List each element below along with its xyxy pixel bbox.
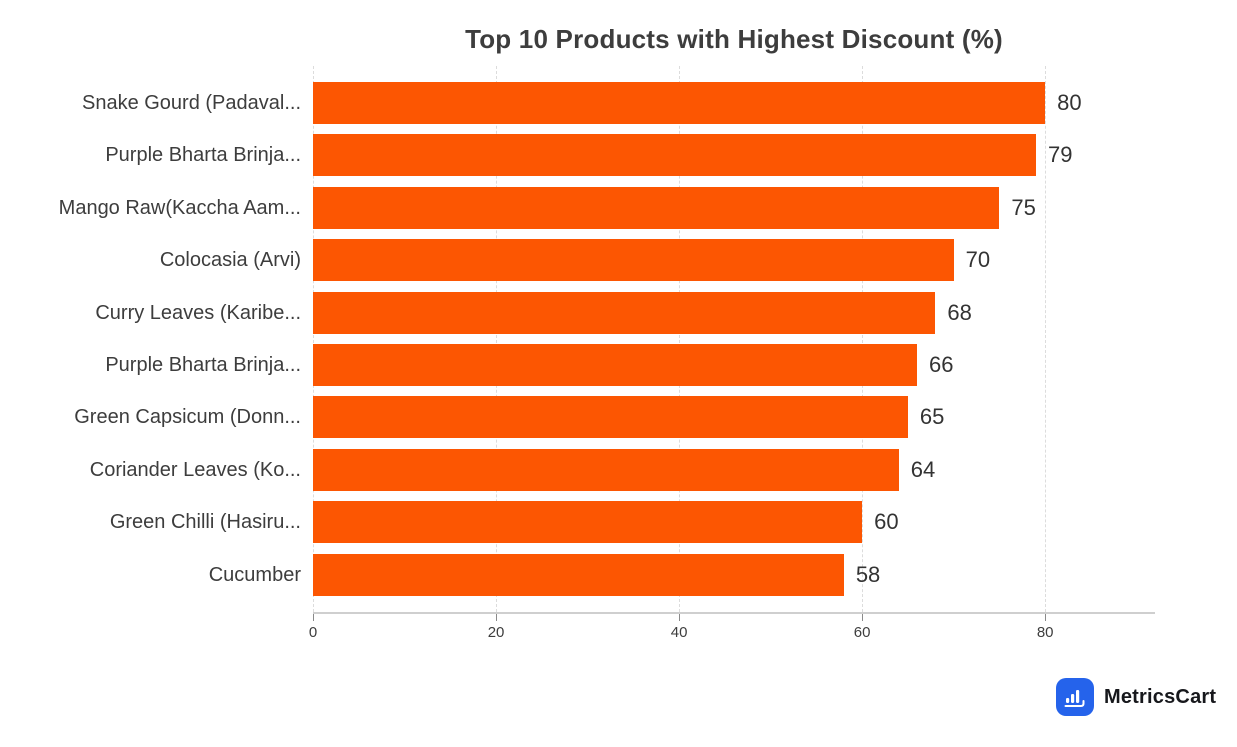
- category-label: Green Chilli (Hasiru...: [109, 511, 301, 534]
- bar: [313, 553, 844, 596]
- bar-value-label: 80: [1057, 90, 1082, 115]
- bar: [313, 448, 899, 491]
- category-label: Colocasia (Arvi): [159, 249, 301, 272]
- x-tick: [313, 614, 314, 621]
- x-tick-label: 80: [1036, 624, 1054, 641]
- bar: [313, 134, 1037, 177]
- gridline: [862, 66, 864, 612]
- category-label: Snake Gourd (Padaval...: [81, 92, 301, 114]
- bar: [313, 239, 954, 282]
- brand-logo: MetricsCart: [1056, 678, 1216, 716]
- chart-title: Top 10 Products with Highest Discount (%…: [465, 24, 1003, 54]
- bar-value-label: 66: [929, 352, 954, 377]
- category-label: Curry Leaves (Karibe...: [95, 301, 301, 324]
- brand-name: MetricsCart: [1104, 685, 1217, 708]
- bar-value-label: 64: [910, 456, 936, 482]
- category-label: Purple Bharta Brinja...: [105, 144, 301, 167]
- x-tick: [862, 614, 864, 621]
- bar-value-label: 68: [947, 299, 972, 325]
- x-axis-line: [313, 612, 1155, 614]
- bar-chart-icon: [1056, 678, 1094, 716]
- bar-value-label: 58: [855, 561, 881, 587]
- x-tick: [679, 614, 681, 621]
- gridline: [496, 66, 498, 612]
- bar-value-label: 79: [1048, 142, 1073, 168]
- plot-area: 80 79 75 70 68 66 65 64 60 58: [313, 66, 1155, 612]
- x-tick-label: 20: [487, 624, 505, 641]
- category-label: Mango Raw(Kaccha Aam...: [58, 196, 301, 219]
- category-label: Coriander Leaves (Ko...: [89, 458, 301, 481]
- x-tick: [496, 614, 498, 621]
- bar-value-label: 70: [965, 247, 991, 273]
- x-tick: [1045, 614, 1047, 621]
- x-tick-label: 40: [670, 624, 688, 641]
- bar-value-label: 60: [874, 509, 899, 535]
- bar: [313, 82, 1046, 124]
- bar-value-label: 65: [919, 404, 945, 430]
- category-label: Green Capsicum (Donn...: [74, 406, 301, 429]
- bar: [313, 501, 863, 544]
- gridline: [313, 66, 314, 612]
- bar-value-label: 75: [1011, 194, 1036, 220]
- bar: [313, 186, 1000, 229]
- category-label: Cucumber: [208, 563, 301, 586]
- bar: [313, 291, 936, 334]
- category-label: Purple Bharta Brinja...: [105, 354, 301, 376]
- x-tick-label: 60: [853, 624, 871, 641]
- gridline: [679, 66, 681, 612]
- bar: [313, 396, 908, 439]
- x-tick-label: 0: [308, 624, 318, 641]
- gridline: [1045, 66, 1047, 612]
- bar: [313, 344, 918, 386]
